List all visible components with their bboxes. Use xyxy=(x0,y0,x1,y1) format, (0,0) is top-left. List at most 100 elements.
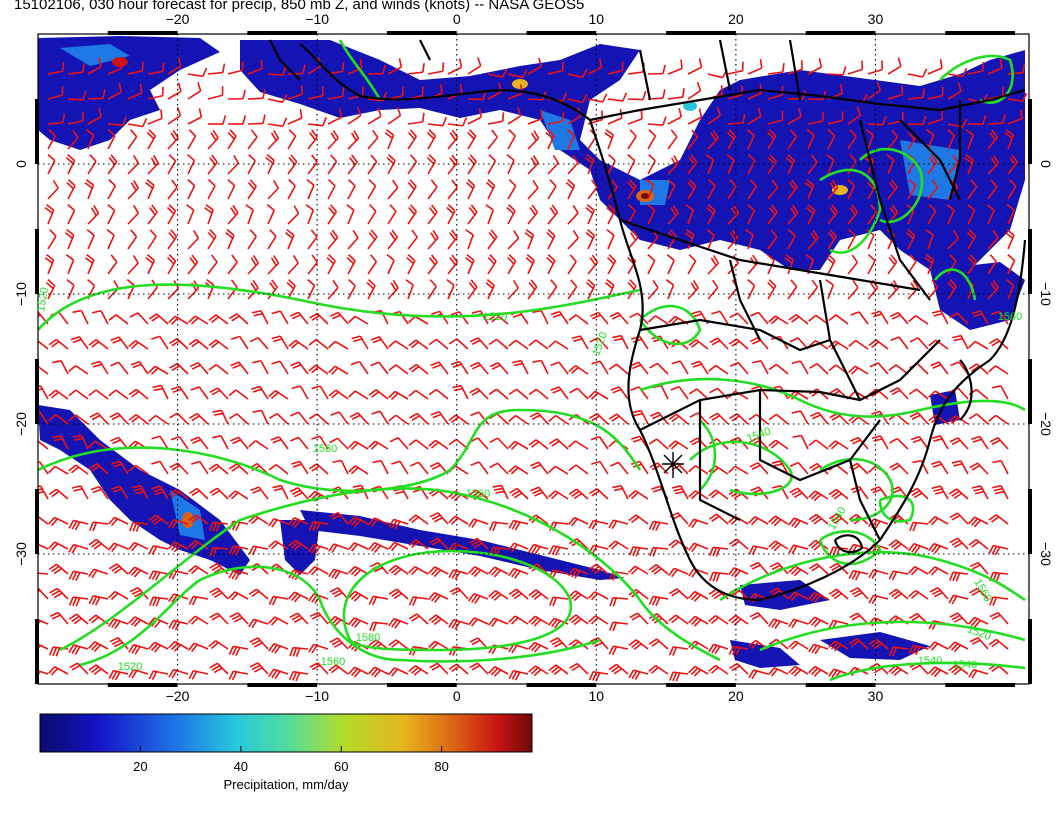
wind-barb xyxy=(89,412,109,425)
barb-shaft xyxy=(196,413,209,425)
barb-shaft xyxy=(815,339,829,350)
barb-flag xyxy=(411,415,421,421)
wind-barb xyxy=(968,363,989,375)
barb-flag xyxy=(589,311,599,317)
barb-flag xyxy=(191,596,198,606)
barb-shaft xyxy=(867,234,875,250)
barb-flag xyxy=(98,57,102,67)
barb-shaft xyxy=(227,162,240,175)
barb-flag xyxy=(1006,229,1015,236)
barb-shaft xyxy=(847,160,857,175)
barb-flag xyxy=(508,129,516,137)
barb-flag xyxy=(709,412,718,419)
wind-barb xyxy=(569,387,589,400)
barb-flag xyxy=(517,107,522,117)
barb-shaft xyxy=(56,563,69,575)
barb-flag xyxy=(891,314,901,320)
barb-flag xyxy=(111,670,118,680)
barb-shaft xyxy=(358,361,369,375)
barb-flag xyxy=(649,362,658,369)
barb-flag xyxy=(930,361,940,367)
wind-barb xyxy=(1005,229,1015,250)
wind-barb xyxy=(145,179,155,200)
barb-flag xyxy=(171,365,181,372)
wind-barb xyxy=(807,112,825,125)
barb-flag xyxy=(908,566,916,574)
barb-flag xyxy=(152,155,160,164)
barb-flag xyxy=(253,312,263,317)
barb-flag xyxy=(412,646,418,656)
barb-flag xyxy=(171,340,180,347)
wind-barb xyxy=(427,229,439,250)
barb-flag xyxy=(608,413,618,420)
wind-barb xyxy=(166,204,177,225)
barb-flag xyxy=(953,668,962,676)
barb-flag xyxy=(629,279,637,287)
wind-barb xyxy=(667,155,680,175)
barb-shaft xyxy=(987,209,995,225)
barb-flag xyxy=(928,204,937,212)
barb-flag xyxy=(270,542,279,550)
barb-flag xyxy=(548,465,556,474)
wind-barb xyxy=(330,411,349,425)
lon-tick-label: −20 xyxy=(166,11,190,27)
barb-flag xyxy=(389,437,399,443)
barb-flag xyxy=(690,154,698,163)
barb-flag xyxy=(671,360,681,365)
barb-shaft xyxy=(715,664,729,675)
wind-barb xyxy=(387,179,399,200)
wind-barb xyxy=(48,465,69,475)
barb-flag xyxy=(948,488,958,495)
barb-flag xyxy=(957,82,962,92)
wind-barb xyxy=(148,670,169,681)
barb-shaft xyxy=(297,612,309,625)
colorbar-ticks: 20 40 60 80 xyxy=(133,746,449,774)
barb-flag xyxy=(531,414,541,421)
barb-shaft xyxy=(297,436,309,450)
barb-shaft xyxy=(496,413,509,425)
barb-flag xyxy=(38,671,41,677)
wind-barb xyxy=(87,205,100,225)
barb-flag xyxy=(868,465,876,474)
wind-barb xyxy=(329,637,349,650)
barb-shaft xyxy=(287,117,303,125)
wind-barb xyxy=(48,389,69,400)
barb-flag xyxy=(866,181,875,190)
barb-flag xyxy=(688,518,695,528)
wind-barb xyxy=(127,254,139,275)
barb-flag xyxy=(569,662,578,669)
wind-barb xyxy=(708,364,729,375)
barb-flag xyxy=(553,668,562,676)
barb-flag xyxy=(828,488,837,496)
barb-flag xyxy=(295,672,301,682)
barb-flag xyxy=(707,204,716,212)
barb-shaft xyxy=(135,388,149,400)
wind-barb xyxy=(228,413,249,425)
barb-flag xyxy=(810,154,818,163)
wind-barb xyxy=(89,521,109,532)
barb-flag xyxy=(530,279,538,288)
wind-barb xyxy=(547,112,565,125)
barb-shaft xyxy=(634,565,649,575)
wind-barb xyxy=(789,487,809,500)
barb-flag xyxy=(525,257,534,264)
barb-flag xyxy=(552,313,562,318)
wind-barb xyxy=(38,669,49,677)
colorbar-label: Precipitation, mm/day xyxy=(224,777,349,792)
wind-barb xyxy=(167,154,177,175)
lon-tick-label: 20 xyxy=(728,11,744,27)
wind-barb xyxy=(407,63,425,75)
barb-shaft xyxy=(416,412,429,425)
barb-flag xyxy=(988,596,994,606)
wind-barb xyxy=(1006,204,1015,225)
barb-flag xyxy=(926,129,935,136)
wind-barb xyxy=(528,641,549,653)
barb-shaft xyxy=(327,236,339,250)
barb-flag xyxy=(433,618,442,626)
wind-barb xyxy=(67,63,85,75)
barb-shaft xyxy=(127,92,143,100)
lon-tick-label: −10 xyxy=(305,11,329,27)
barb-shaft xyxy=(527,66,542,75)
barb-flag xyxy=(282,117,288,127)
wind-barb xyxy=(612,334,629,350)
